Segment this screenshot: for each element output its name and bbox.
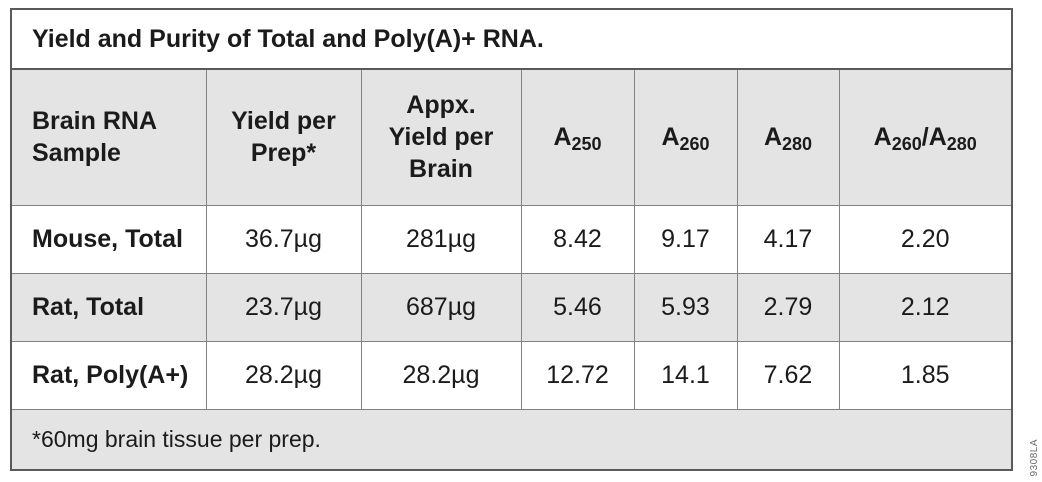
a280-value: 7.62: [736, 340, 840, 410]
a260-a280-ratio-value: 2.12: [838, 272, 1013, 342]
a280-subscript: 280: [782, 134, 813, 155]
sample-name: Mouse, Total: [10, 204, 207, 274]
column-header-a280: A280: [736, 68, 840, 206]
rna-yield-table: Yield and Purity of Total and Poly(A)+ R…: [10, 8, 1013, 471]
a260-a280-ratio-value: 1.85: [838, 340, 1013, 410]
a260-value: 5.93: [633, 272, 738, 342]
column-header-yield-per-brain: Appx. Yield per Brain: [360, 68, 522, 206]
a260-base: A: [661, 123, 680, 152]
footnote-row: *60mg brain tissue per prep.: [10, 408, 1013, 471]
sample-name: Rat, Poly(A+): [10, 340, 207, 410]
ratio-base1: A: [873, 123, 892, 152]
ratio-base2: A: [928, 123, 947, 152]
yield-per-prep-value: 36.7µg: [205, 204, 362, 274]
column-header-a250: A250: [520, 68, 635, 206]
column-header-a260: A260: [633, 68, 738, 206]
column-header-yield-per-prep: Yield per Prep*: [205, 68, 362, 206]
table-header-row: Brain RNA Sample Yield per Prep* Appx. Y…: [10, 68, 1013, 206]
a260-subscript: 260: [679, 134, 710, 155]
yield-per-brain-value: 28.2µg: [360, 340, 522, 410]
a250-value: 5.46: [520, 272, 635, 342]
a260-a280-ratio-value: 2.20: [838, 204, 1013, 274]
yield-per-prep-value: 28.2µg: [205, 340, 362, 410]
ratio-slash: /: [921, 123, 929, 152]
figure-id-vertical-label: 9308LA: [1029, 438, 1040, 476]
a260-value: 9.17: [633, 204, 738, 274]
a280-value: 4.17: [736, 204, 840, 274]
a250-subscript: 250: [571, 134, 602, 155]
sample-name: Rat, Total: [10, 272, 207, 342]
yield-per-brain-value: 281µg: [360, 204, 522, 274]
a280-base: A: [763, 123, 782, 152]
a280-value: 2.79: [736, 272, 840, 342]
yield-per-prep-value: 23.7µg: [205, 272, 362, 342]
a260-value: 14.1: [633, 340, 738, 410]
footnote: *60mg brain tissue per prep.: [10, 408, 1013, 471]
column-header-a260-a280-ratio: A260/A280: [838, 68, 1013, 206]
a250-value: 8.42: [520, 204, 635, 274]
table-row-mouse-total: Mouse, Total 36.7µg 281µg 8.42 9.17 4.17…: [10, 204, 1013, 274]
yield-per-brain-value: 687µg: [360, 272, 522, 342]
a250-base: A: [553, 123, 572, 152]
ratio-sub1: 260: [891, 134, 922, 155]
column-header-sample: Brain RNA Sample: [10, 68, 207, 206]
table-title-row: Yield and Purity of Total and Poly(A)+ R…: [10, 8, 1013, 70]
table-title: Yield and Purity of Total and Poly(A)+ R…: [10, 8, 1013, 70]
table-row-rat-total: Rat, Total 23.7µg 687µg 5.46 5.93 2.79 2…: [10, 272, 1013, 342]
a250-value: 12.72: [520, 340, 635, 410]
table-row-rat-polya: Rat, Poly(A+) 28.2µg 28.2µg 12.72 14.1 7…: [10, 340, 1013, 410]
ratio-sub2: 280: [946, 134, 977, 155]
